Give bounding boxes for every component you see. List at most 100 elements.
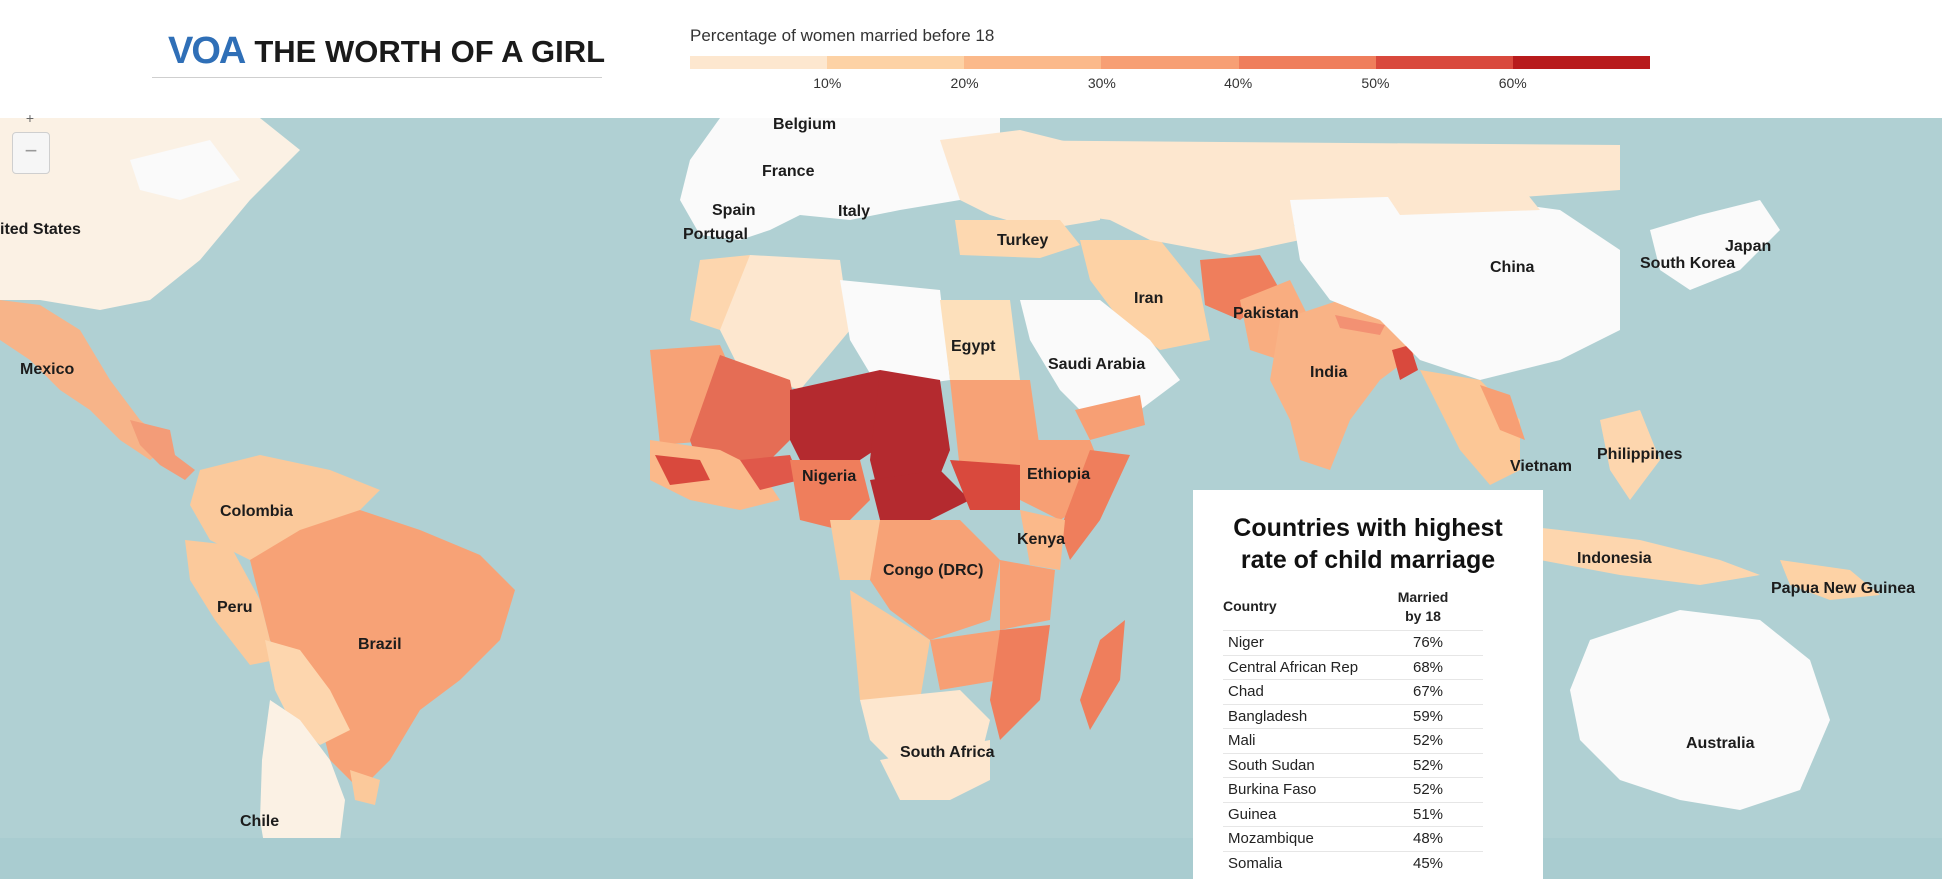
row-percent: 67% (1412, 683, 1444, 700)
row-percent: 52% (1412, 781, 1444, 798)
iran (1080, 240, 1210, 350)
column-header-married-line2: by 18 (1405, 608, 1441, 624)
egypt (940, 300, 1020, 380)
cameroon-gabon (830, 520, 880, 580)
table-row: Niger 76% (1223, 630, 1483, 655)
legend-tick: 60% (1498, 75, 1527, 91)
legend-title: Percentage of women married before 18 (690, 26, 995, 45)
label-ethiopia: Ethiopia (1027, 466, 1090, 483)
bolivia-paraguay (265, 640, 350, 745)
papua-new-guinea (1780, 560, 1880, 600)
mongolia (1380, 185, 1540, 215)
table-row: Chad 67% (1223, 679, 1483, 704)
canada-islands (130, 140, 240, 200)
zoom-in-button[interactable]: + (25, 110, 35, 126)
label-spain: Spain (712, 202, 756, 219)
header-divider (152, 77, 602, 78)
page-title: THE WORTH OF A GIRL (254, 33, 606, 69)
colombia-venezuela (190, 455, 380, 560)
nigeria (790, 460, 870, 530)
countries-table: Country Married by 18 Niger 76% Central Af… (1223, 588, 1483, 875)
label-china: China (1490, 259, 1535, 276)
legend-swatch-5 (1375, 56, 1513, 69)
south-africa (880, 740, 990, 800)
table-row: South Sudan 52% (1223, 752, 1483, 778)
row-percent: 68% (1412, 658, 1444, 676)
row-percent: 76% (1412, 634, 1444, 651)
row-percent: 51% (1412, 805, 1444, 823)
legend-swatch-6 (1512, 56, 1650, 69)
label-brazil: Brazil (358, 636, 402, 653)
label-nigeria: Nigeria (802, 468, 856, 485)
label-mexico: Mexico (20, 361, 74, 378)
chad (870, 370, 950, 500)
zoom-out-button[interactable]: − (12, 132, 50, 174)
label-belgium: Belgium (773, 116, 836, 133)
peru-ecuador (185, 540, 275, 665)
top-countries-card: Countries with highest rate of child mar… (1193, 490, 1543, 879)
brazil (250, 510, 515, 790)
mali (690, 355, 800, 470)
yemen (1075, 395, 1145, 440)
label-japan: Japan (1725, 238, 1771, 255)
legend-swatch-4 (1238, 56, 1376, 69)
column-header-married-line1: Married (1397, 589, 1449, 605)
legend-swatch-1 (827, 56, 965, 69)
label-turkey: Turkey (997, 232, 1048, 249)
label-philippines: Philippines (1597, 446, 1682, 463)
sudan (950, 380, 1040, 480)
label-kenya: Kenya (1017, 531, 1065, 548)
label-france: France (762, 163, 815, 180)
bangladesh (1392, 345, 1418, 380)
algeria (720, 255, 850, 390)
label-iran: Iran (1134, 290, 1163, 307)
legend-tick: 10% (813, 75, 842, 91)
row-percent: 48% (1412, 830, 1444, 847)
card-title-line1: Countries with highest (1233, 514, 1503, 542)
row-percent: 52% (1412, 756, 1444, 774)
nepal (1335, 315, 1385, 335)
congo-drc (870, 520, 1000, 640)
label-ited-states: ited States (0, 221, 81, 238)
central-america (130, 420, 195, 480)
south-sudan (950, 460, 1020, 510)
label-colombia: Colombia (220, 503, 293, 520)
row-country: Mozambique (1228, 830, 1314, 847)
turkey (955, 220, 1080, 258)
label-pakistan: Pakistan (1233, 305, 1299, 322)
row-country: Somalia (1228, 854, 1283, 872)
label-congo-drc: Congo (DRC) (883, 562, 983, 579)
label-papua-new-guinea: Papua New Guinea (1771, 580, 1915, 597)
table-row: Mali 52% (1223, 728, 1483, 753)
color-legend: Percentage of women married before 18 10… (690, 26, 1650, 95)
label-chile: Chile (240, 813, 279, 830)
table-row: Bangladesh 59% (1223, 703, 1483, 729)
legend-swatch-2 (964, 56, 1102, 69)
row-country: Bangladesh (1228, 707, 1308, 725)
row-country: Burkina Faso (1228, 781, 1317, 798)
australia (1570, 610, 1830, 810)
card-title: Countries with highest rate of child mar… (1193, 512, 1543, 576)
label-india: India (1310, 364, 1347, 381)
india (1270, 300, 1420, 470)
table-header: Country Married by 18 (1223, 588, 1483, 630)
somalia (1060, 450, 1130, 560)
voa-logo-mark: VOA (168, 30, 246, 72)
central-asia (1100, 180, 1300, 255)
legend-tick: 30% (1087, 75, 1116, 91)
west-africa (650, 440, 780, 510)
zambia (930, 630, 1000, 690)
legend-swatch-0 (690, 56, 828, 69)
korea-japan (1650, 200, 1780, 290)
voa-logo[interactable]: VOA THE WORTH OF A GIRL (168, 30, 605, 73)
row-country: Mali (1228, 732, 1256, 749)
legend-tick: 20% (950, 75, 979, 91)
row-country: South Sudan (1228, 756, 1315, 774)
kenya (1020, 510, 1065, 570)
philippines (1600, 410, 1660, 500)
map-bottom-band (0, 838, 1942, 879)
table-row: Central African Rep 68% (1223, 654, 1483, 680)
row-country: Niger (1228, 634, 1264, 651)
row-percent: 59% (1412, 707, 1444, 725)
